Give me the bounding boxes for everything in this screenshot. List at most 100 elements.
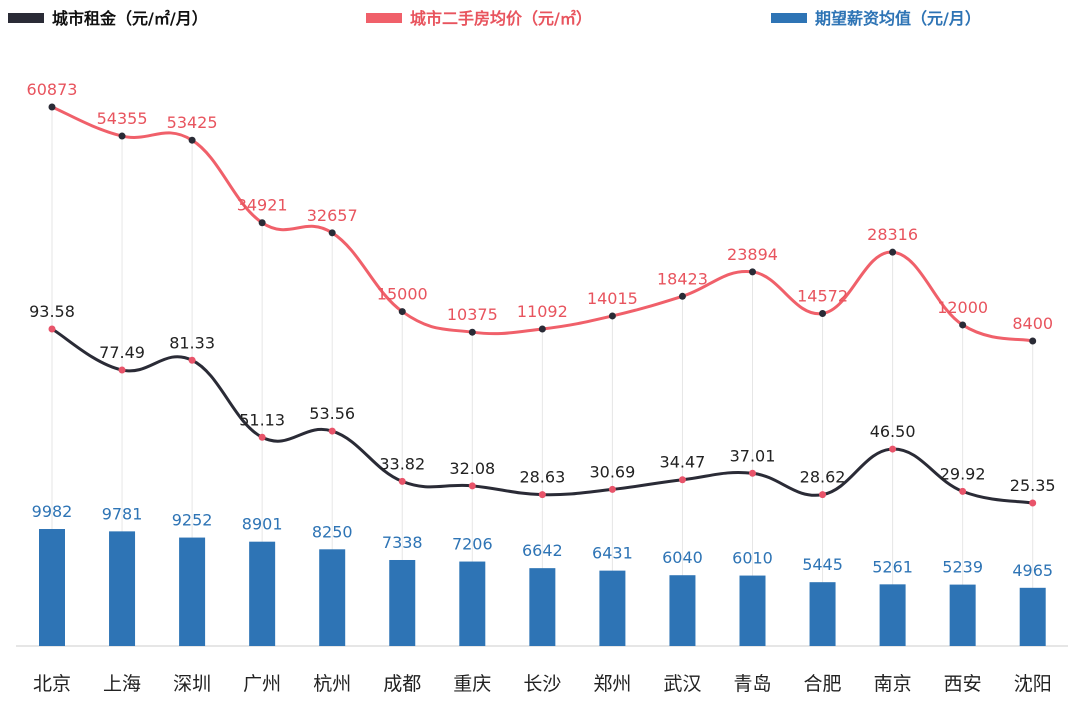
rent-point: [188, 356, 196, 364]
house-price-point: [468, 328, 476, 336]
bar-label: 9252: [172, 511, 213, 530]
house-price-label: 18423: [657, 269, 708, 288]
house-price-label: 15000: [377, 285, 428, 304]
house-price-label: 23894: [727, 245, 778, 264]
house-price-point: [398, 308, 406, 316]
x-tick-label: 西安: [944, 673, 982, 695]
rent-label: 28.63: [519, 468, 565, 487]
x-tick-label: 北京: [33, 673, 71, 695]
bar-label: 5445: [802, 555, 843, 574]
x-tick-label: 武汉: [663, 673, 701, 695]
house-price-label: 53425: [167, 113, 218, 132]
rent-point: [398, 477, 406, 485]
legend-label-0: 城市租金（元/㎡/月）: [52, 9, 208, 28]
bar-武汉: [669, 575, 696, 646]
house-price-point: [819, 309, 827, 317]
labels: 9982 9781 9252 8901 8250 7338 7206 6642 6431 6040…: [27, 80, 1056, 580]
house-price-point: [1029, 337, 1037, 345]
house-price-label: 60873: [27, 80, 78, 99]
house-price-label: 32657: [307, 206, 358, 225]
bar-郑州: [599, 570, 626, 646]
bar-长沙: [529, 568, 556, 646]
bar-label: 8250: [312, 522, 353, 541]
house-price-point: [889, 248, 897, 256]
house-price-label: 12000: [937, 298, 988, 317]
bar-label: 7206: [452, 535, 493, 554]
house-price-point: [538, 325, 546, 333]
bar-成都: [389, 559, 416, 646]
bar-广州: [249, 541, 276, 646]
bar-label: 6431: [592, 544, 633, 563]
rent-point: [678, 476, 686, 484]
house-price-point: [749, 268, 756, 276]
bar-重庆: [459, 561, 486, 646]
legend-swatch-2: [771, 13, 807, 23]
house-price-point: [258, 219, 266, 227]
bar-label: 5239: [942, 558, 983, 577]
house-price-point: [608, 312, 616, 320]
house-price-point: [48, 103, 56, 111]
x-tick-label: 长沙: [523, 673, 561, 695]
rent-label: 77.49: [99, 343, 145, 362]
legend-label-2: 期望薪资均值（元/月）: [815, 9, 981, 28]
rent-label: 25.35: [1010, 476, 1056, 495]
legend: 城市租金（元/㎡/月） 城市二手房均价（元/㎡） 期望薪资均值（元/月）: [8, 9, 981, 28]
rent-point: [538, 491, 546, 499]
bar-深圳: [179, 537, 206, 646]
bar-label: 8901: [242, 515, 283, 534]
rent-label: 46.50: [870, 422, 916, 441]
rent-label: 30.69: [589, 462, 635, 481]
bar-label: 4965: [1012, 561, 1053, 580]
rent-label: 32.08: [449, 459, 495, 478]
rent-point: [749, 469, 756, 477]
bar-label: 9781: [102, 504, 143, 523]
house-price-label: 11092: [517, 302, 568, 321]
legend-swatch-0: [8, 13, 44, 23]
legend-swatch-1: [366, 13, 402, 23]
rent-label: 53.56: [309, 404, 355, 423]
house-price-point: [678, 292, 686, 300]
bar-沈阳: [1019, 587, 1046, 646]
house-price-point: [118, 132, 126, 140]
legend-label-1: 城市二手房均价（元/㎡）: [410, 9, 592, 28]
x-tick-label: 青岛: [733, 673, 771, 695]
rent-point: [258, 433, 266, 441]
rent-point: [48, 325, 56, 333]
x-tick-label: 沈阳: [1014, 673, 1052, 695]
x-tick-label: 郑州: [593, 673, 631, 695]
x-tick-label: 杭州: [313, 673, 351, 695]
rent-label: 33.82: [379, 454, 425, 473]
bar-杭州: [319, 549, 346, 646]
bar-青岛: [739, 575, 766, 646]
rent-point: [608, 485, 616, 493]
rent-point: [328, 427, 336, 435]
rent-label: 29.92: [940, 464, 986, 483]
rent-point: [819, 491, 827, 499]
house-price-label: 8400: [1012, 314, 1053, 333]
bar-label: 5261: [872, 557, 913, 576]
x-tick-label: 广州: [243, 673, 281, 695]
bar-label: 9982: [32, 502, 73, 521]
x-tick-label: 南京: [874, 673, 912, 695]
bar-label: 6040: [662, 548, 703, 567]
house-price-label: 54355: [97, 109, 148, 128]
rent-label: 34.47: [660, 453, 706, 472]
x-tick-label: 成都: [383, 673, 421, 695]
bar-label: 7338: [382, 533, 423, 552]
house-price-point: [959, 321, 967, 329]
rent-point: [468, 482, 476, 490]
rent-point: [118, 366, 126, 374]
x-tick-label: 深圳: [173, 673, 211, 695]
bar-合肥: [809, 582, 836, 646]
rent-point: [959, 487, 967, 495]
x-tick-labels: 北京 上海 深圳 广州 杭州 成都 重庆 长沙 郑州 武汉 青岛 合肥 南京 西安 沈阳: [33, 673, 1052, 695]
house-price-label: 34921: [237, 196, 288, 215]
house-price-label: 28316: [867, 225, 918, 244]
rent-label: 37.01: [730, 446, 776, 465]
bar-label: 6642: [522, 541, 563, 560]
house-price-label: 14572: [797, 286, 848, 305]
x-tick-label: 重庆: [453, 673, 491, 695]
rent-label: 93.58: [29, 302, 75, 321]
x-tick-label: 合肥: [804, 673, 842, 695]
